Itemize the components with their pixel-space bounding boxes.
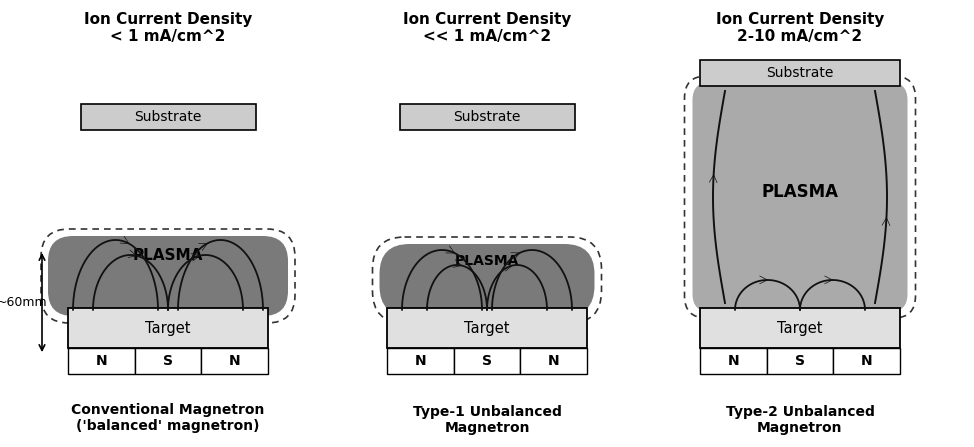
Text: N: N	[861, 354, 873, 368]
Text: S: S	[482, 354, 492, 368]
Bar	[387, 348, 454, 374]
Text: Substrate: Substrate	[453, 110, 521, 124]
Text: Target: Target	[777, 320, 823, 336]
Bar	[520, 348, 587, 374]
Text: N: N	[415, 354, 427, 368]
Bar	[767, 348, 834, 374]
Text: Target: Target	[145, 320, 191, 336]
Text: Ion Current Density
< 1 mA/cm^2: Ion Current Density < 1 mA/cm^2	[84, 12, 252, 44]
Text: Ion Current Density
2-10 mA/cm^2: Ion Current Density 2-10 mA/cm^2	[716, 12, 884, 44]
FancyBboxPatch shape	[48, 236, 288, 316]
Bar	[81, 104, 255, 130]
Text: PLASMA: PLASMA	[132, 249, 204, 263]
Bar	[834, 348, 900, 374]
Text: Ion Current Density
<< 1 mA/cm^2: Ion Current Density << 1 mA/cm^2	[403, 12, 571, 44]
Text: Substrate: Substrate	[134, 110, 202, 124]
Bar	[68, 308, 268, 348]
FancyBboxPatch shape	[693, 82, 908, 312]
Bar	[700, 348, 767, 374]
Text: PLASMA: PLASMA	[762, 183, 839, 201]
FancyBboxPatch shape	[380, 244, 594, 316]
Text: N: N	[547, 354, 559, 368]
Text: S: S	[163, 354, 173, 368]
Bar	[68, 348, 134, 374]
Text: Type-2 Unbalanced
Magnetron: Type-2 Unbalanced Magnetron	[726, 405, 875, 435]
Bar	[454, 348, 520, 374]
Bar	[399, 104, 575, 130]
Text: N: N	[95, 354, 107, 368]
Bar	[202, 348, 268, 374]
Text: N: N	[229, 354, 241, 368]
Text: PLASMA: PLASMA	[455, 254, 519, 268]
Text: Type-1 Unbalanced
Magnetron: Type-1 Unbalanced Magnetron	[413, 405, 561, 435]
Bar	[700, 308, 900, 348]
Text: S: S	[795, 354, 805, 368]
Bar	[700, 60, 900, 86]
Bar	[134, 348, 202, 374]
Bar	[387, 308, 587, 348]
Text: Substrate: Substrate	[767, 66, 834, 80]
Text: ~60mm: ~60mm	[0, 296, 48, 309]
Text: N: N	[728, 354, 739, 368]
Text: Target: Target	[465, 320, 509, 336]
Text: Conventional Magnetron
('balanced' magnetron): Conventional Magnetron ('balanced' magne…	[71, 403, 265, 433]
